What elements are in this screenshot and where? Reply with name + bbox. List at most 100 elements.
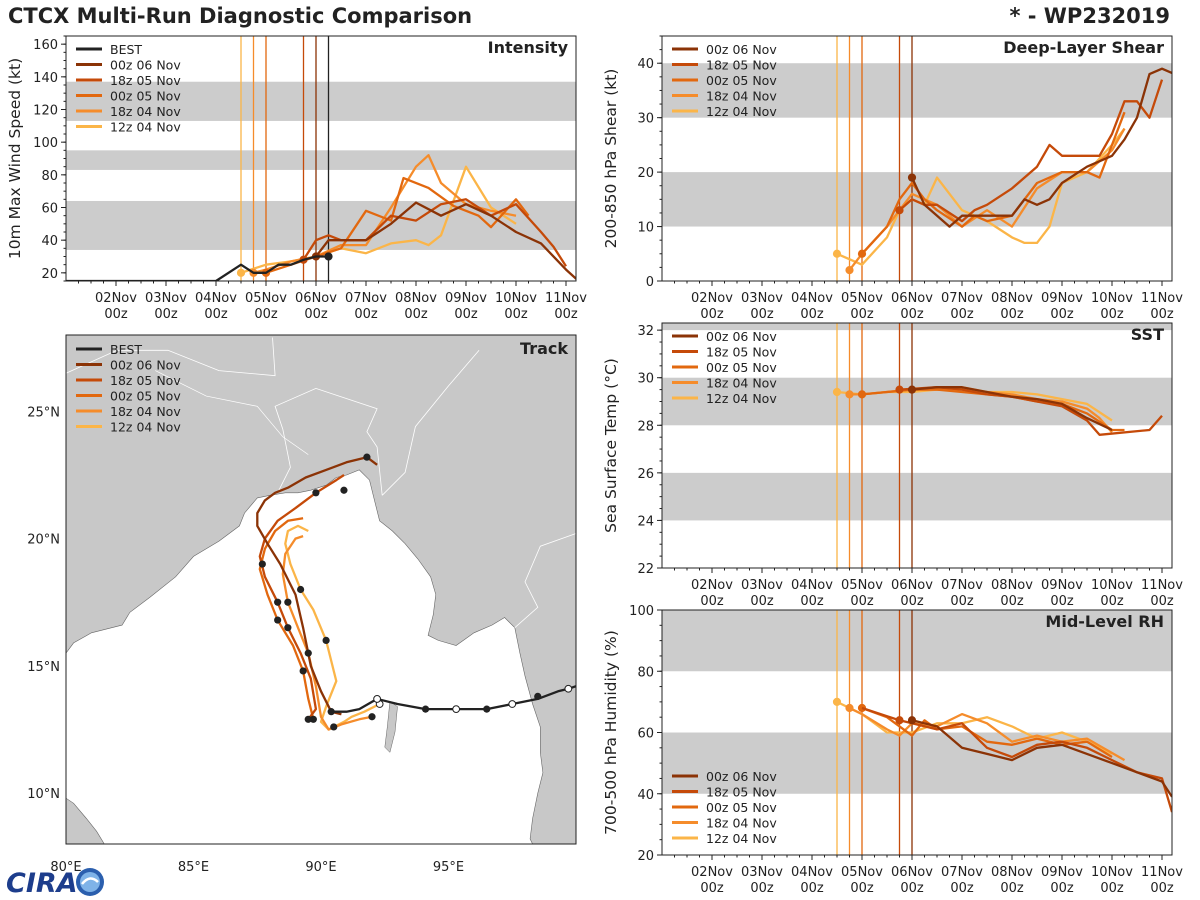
rh-xtick-label-top: 04Nov	[791, 865, 833, 880]
rh-xtick-label-bottom: 00z	[1000, 881, 1024, 896]
shear-series-00z-05-nov	[861, 111, 1126, 255]
intensity-series-best	[66, 255, 329, 281]
rh-xtick-label-top: 10Nov	[1091, 865, 1133, 880]
intensity-series-18z-05-nov	[302, 198, 567, 267]
shear-series-18z-05-nov	[898, 79, 1164, 223]
intensity-ytick-label: 80	[41, 169, 58, 184]
rh-band-1	[662, 610, 1172, 672]
sst-xtick-label-bottom: 00z	[700, 594, 724, 609]
track-marker-closed-18z-05-nov-5	[340, 486, 348, 494]
intensity-marker-12z-04-nov-0	[236, 268, 246, 277]
intensity-ytick-label: 60	[41, 202, 58, 217]
rh-marker-12z-04-nov-0	[832, 697, 842, 706]
rh-xtick-label-top: 03Nov	[741, 865, 783, 880]
intensity-band-0	[66, 200, 576, 250]
legend-label-12z-04-nov: 12z 04 Nov	[110, 420, 181, 435]
track-marker-open-best-0	[564, 684, 573, 693]
legend-label-12z-04-nov: 12z 04 Nov	[706, 104, 777, 119]
sst-band-0	[662, 472, 1172, 521]
shear-xtick-label-bottom: 00z	[700, 307, 724, 322]
figure-title: CTCX Multi-Run Diagnostic Comparison	[8, 4, 473, 28]
intensity-ytick-label: 100	[33, 136, 58, 151]
track-xtick-label: 80°E	[50, 860, 81, 875]
rh-xtick-label-bottom: 00z	[800, 881, 824, 896]
shear-series-00z-06-nov	[910, 67, 1172, 228]
sst-series-00z-06-nov	[911, 386, 1113, 432]
legend-label-18z-04-nov: 18z 04 Nov	[706, 816, 777, 831]
sst-marker-00z-06-nov-0	[907, 385, 917, 394]
land-mainland	[66, 335, 576, 844]
shear-xtick-label-top: 11Nov	[1141, 291, 1183, 306]
rh-xtick-label-bottom: 00z	[1150, 881, 1174, 896]
sst-ytick-label: 22	[637, 562, 654, 577]
track-ytick-label: 25°N	[27, 405, 60, 420]
track-12z-04-nov	[284, 524, 381, 731]
rh-panel: 2040608010002Nov00z03Nov00z04Nov00z05Nov…	[602, 604, 1183, 896]
land-andaman-islands	[384, 701, 398, 753]
track-marker-closed-00z-05-nov-1	[299, 667, 307, 675]
sst-xtick-label-bottom: 00z	[1000, 594, 1024, 609]
sst-xtick-label-top: 06Nov	[891, 578, 933, 593]
rh-title: Mid-Level RH	[1045, 612, 1164, 631]
sst-xtick-label-bottom: 00z	[850, 594, 874, 609]
intensity-panel: 2040608010012014016002Nov00z03Nov00z04No…	[6, 35, 587, 322]
shear-xtick-label-bottom: 00z	[1050, 307, 1074, 322]
intensity-series-00z-06-nov	[315, 201, 576, 281]
sst-xtick-label-top: 11Nov	[1141, 578, 1183, 593]
legend-label-18z-04-nov: 18z 04 Nov	[706, 89, 777, 104]
shear-xtick-label-bottom: 00z	[900, 307, 924, 322]
country-border-1	[274, 387, 383, 496]
sst-panel: 22242628303202Nov00z03Nov00z04Nov00z05No…	[602, 322, 1183, 609]
intensity-xtick-label-top: 06Nov	[295, 291, 337, 306]
rh-xtick-label-top: 08Nov	[991, 865, 1033, 880]
shear-xtick-label-top: 07Nov	[941, 291, 983, 306]
country-border-3	[514, 533, 577, 628]
legend-label-00z-06-nov: 00z 06 Nov	[706, 42, 777, 57]
land-sri-lanka	[66, 797, 105, 844]
rh-xtick-label-top: 05Nov	[841, 865, 883, 880]
legend-label-12z-04-nov: 12z 04 Nov	[706, 391, 777, 406]
sst-marker-00z-05-nov-0	[857, 390, 867, 399]
intensity-xtick-label-top: 09Nov	[445, 291, 487, 306]
sst-xtick-label-bottom: 00z	[1050, 594, 1074, 609]
track-ytick-label: 20°N	[27, 533, 60, 548]
shear-xtick-label-top: 02Nov	[691, 291, 733, 306]
rh-series-12z-04-nov	[836, 700, 1113, 755]
legend-label-00z-06-nov: 00z 06 Nov	[110, 358, 181, 373]
sst-plot-bg	[662, 323, 1172, 568]
shear-xtick-label-top: 09Nov	[1041, 291, 1083, 306]
track-marker-closed-18z-05-nov-1	[284, 624, 292, 632]
sst-xtick-label-bottom: 00z	[1150, 594, 1174, 609]
sst-xtick-label-top: 04Nov	[791, 578, 833, 593]
intensity-xtick-label-bottom: 00z	[404, 307, 428, 322]
rh-marker-00z-06-nov-0	[907, 716, 917, 725]
sst-xtick-label-top: 05Nov	[841, 578, 883, 593]
shear-ytick-label: 30	[637, 112, 654, 127]
shear-band-0	[662, 172, 1172, 227]
legend-label-18z-04-nov: 18z 04 Nov	[110, 404, 181, 419]
track-marker-closed-00z-06-nov-0	[327, 708, 335, 716]
intensity-marker-best-0	[324, 252, 333, 261]
intensity-ytick-label: 40	[41, 234, 58, 249]
track-marker-closed-00z-06-nov-1	[363, 453, 371, 461]
legend-label-00z-06-nov: 00z 06 Nov	[706, 329, 777, 344]
track-marker-closed-18z-05-nov-3	[258, 560, 266, 568]
rh-xtick-label-bottom: 00z	[850, 881, 874, 896]
intensity-xtick-label-bottom: 00z	[504, 307, 528, 322]
legend-label-18z-05-nov: 18z 05 Nov	[706, 785, 777, 800]
shear-xtick-label-top: 08Nov	[991, 291, 1033, 306]
intensity-xtick-label-bottom: 00z	[554, 307, 578, 322]
sst-band-2	[662, 323, 1172, 331]
country-border-0	[65, 337, 276, 377]
rh-ytick-label: 20	[637, 849, 654, 864]
sst-xtick-label-bottom: 00z	[750, 594, 774, 609]
rh-marker-18z-04-nov-0	[845, 703, 854, 713]
legend-label-best: BEST	[110, 42, 142, 57]
intensity-ytick-label: 160	[33, 38, 58, 53]
shear-band-1	[662, 63, 1172, 118]
cira-logo: CIRA	[6, 868, 104, 898]
intensity-xtick-label-bottom: 00z	[354, 307, 378, 322]
sst-xtick-label-bottom: 00z	[900, 594, 924, 609]
sst-xtick-label-top: 08Nov	[991, 578, 1033, 593]
rh-xtick-label-bottom: 00z	[1050, 881, 1074, 896]
